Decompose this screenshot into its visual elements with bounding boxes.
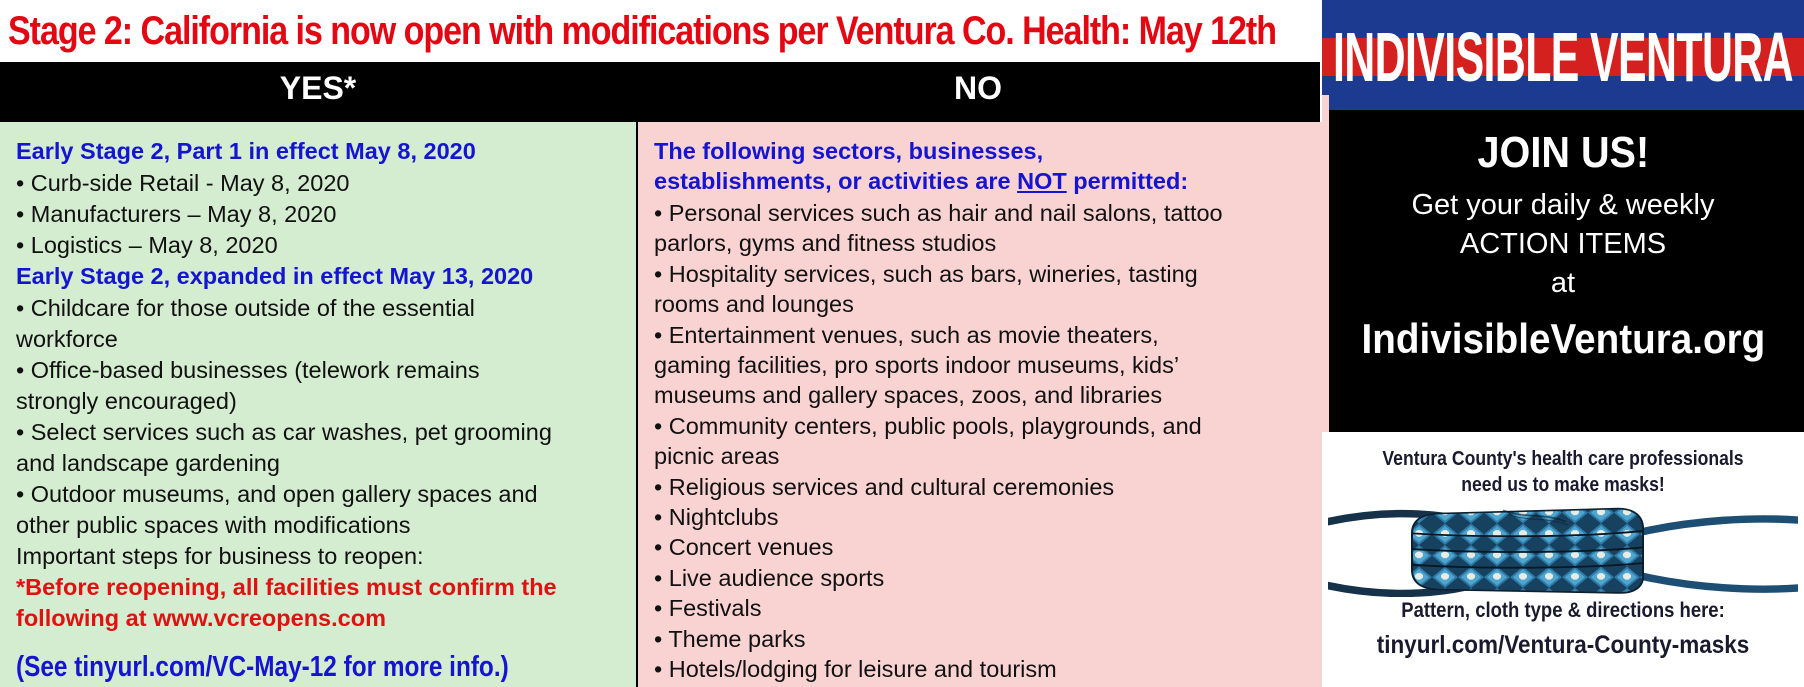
svg-text:INDIVISIBLE VENTURA: INDIVISIBLE VENTURA: [1333, 18, 1793, 96]
